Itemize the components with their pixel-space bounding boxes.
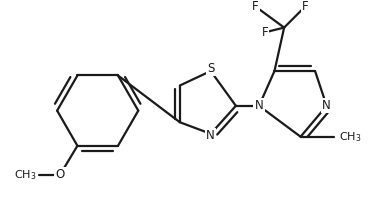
Text: O: O xyxy=(55,168,65,181)
Text: N: N xyxy=(206,129,215,142)
Text: CH$_3$: CH$_3$ xyxy=(339,130,362,144)
Text: N: N xyxy=(322,99,331,112)
Text: F: F xyxy=(252,0,259,13)
Text: F: F xyxy=(302,0,309,13)
Text: F: F xyxy=(262,26,268,39)
Text: N: N xyxy=(255,99,263,112)
Text: S: S xyxy=(207,62,214,75)
Text: CH$_3$: CH$_3$ xyxy=(15,168,37,182)
